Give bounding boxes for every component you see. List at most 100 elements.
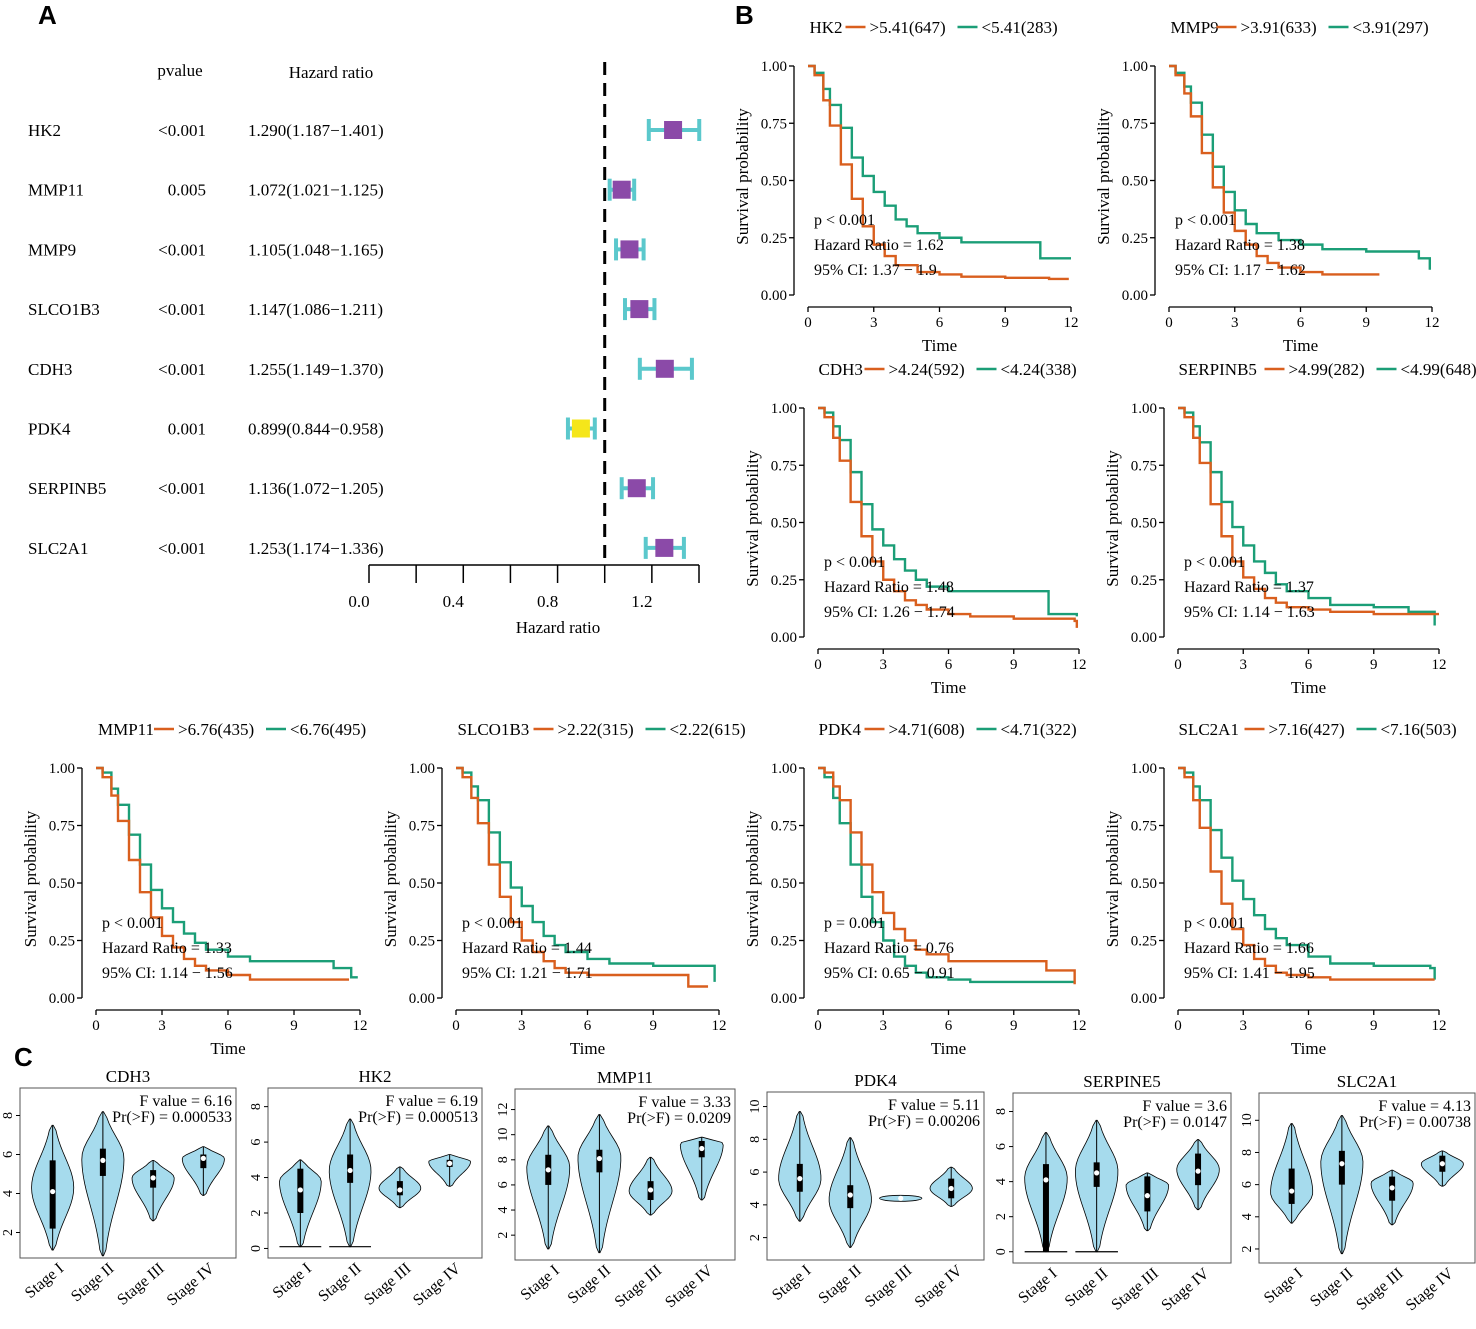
stage-label: Stage III [862,1262,915,1311]
pvalue-text: <0.001 [158,360,206,379]
y-tick-label: 8 [496,1156,511,1163]
hr-ci-text: 1.290(1.187−1.401) [248,121,384,140]
legend-low-label: <2.22(615) [670,720,746,739]
median-point [797,1176,803,1182]
legend-high-label: >4.99(282) [1289,360,1365,379]
y-tick-label: 2 [994,1213,1009,1220]
panel-label-a: A [38,0,57,30]
x-tick-label: 12 [1432,657,1447,673]
y-tick-label: 0.25 [771,573,797,589]
y-tick-label: 0.75 [771,819,797,835]
hr-point [627,479,646,498]
x-tick-label: 0 [452,1018,460,1034]
y-tick-label: 0.75 [1131,458,1157,474]
legend-high-label: >4.71(608) [889,720,965,739]
p-value-text: p < 0.001 [102,915,163,932]
x-tick-label: 0.8 [537,592,558,611]
violin [1370,1169,1414,1226]
violin [1176,1139,1220,1211]
violin [679,1136,724,1201]
low-expression-curve [96,766,358,979]
gene-label: HK2 [28,121,61,140]
legend-high-label: >4.24(592) [889,360,965,379]
legend-gene: MMP9 [1171,18,1219,37]
stage-label: Stage II [1062,1265,1111,1310]
x-tick-label: 6 [945,657,953,673]
x-axis-title: Time [1283,336,1318,355]
y-tick-label: 4 [994,1178,1009,1185]
median-point [1439,1161,1445,1167]
violin-plot-serpine5: SERPINE5 F value = 3.6Pr(>F) = 0.0147 0 2 4 6… [994,1072,1232,1314]
high-expression-curve [96,766,349,981]
median-point [699,1145,705,1152]
hr-ci-text: 1.147(1.086−1.211) [248,300,383,319]
violin [1125,1172,1170,1232]
plot-title: MMP11 [597,1068,653,1087]
y-tick-label: 0.75 [761,116,787,132]
hr-point [664,121,683,139]
y-tick-label: 2 [249,1210,264,1217]
stage-label: Stage IV [1403,1265,1457,1315]
median-point [1094,1170,1100,1176]
f-value-text: F value = 5.11 [888,1097,980,1114]
legend-gene: SLC2A1 [1179,720,1239,739]
x-tick-label: 12 [353,1018,368,1034]
legend-gene: MMP11 [98,720,154,739]
forest-row: HK2 <0.001 1.290(1.187−1.401) [28,119,702,141]
low-expression-curve [808,64,1071,260]
y-tick-label: 0.50 [1131,876,1157,892]
low-expression-curve [456,766,716,982]
x-tick-label: 9 [1010,657,1018,673]
forest-row: CDH3 <0.001 1.255(1.149−1.370) [28,357,694,380]
hr-ci-text: 1.255(1.149−1.370) [248,360,384,379]
pvalue-text: <0.001 [158,479,206,498]
median-point [1043,1177,1049,1183]
x-tick-label: 12 [1072,1018,1087,1034]
y-axis-title: Survival probability [743,450,762,587]
y-tick-label: 0.00 [1122,288,1148,304]
y-tick-label: 0.00 [49,991,75,1007]
legend-gene: SERPINB5 [1179,360,1257,379]
y-tick-label: 4 [1,1190,16,1197]
plot-title: CDH3 [106,1067,150,1086]
iqr-box [1042,1164,1049,1252]
plot-frame [766,1091,985,1261]
violin [778,1111,822,1222]
pvalue-text: <0.001 [158,121,206,140]
y-tick-label: 10 [748,1100,763,1114]
x-tick-label: 0.4 [443,592,465,611]
violin [828,1137,872,1248]
gene-label: SLCO1B3 [28,300,100,319]
high-expression-curve [1169,64,1380,276]
stage-label: Stage II [315,1260,364,1305]
pr-f-text: Pr(>F) = 0.00206 [868,1113,980,1130]
x-tick-label: 0 [1174,657,1182,673]
plot-title: PDK4 [854,1071,897,1090]
stage-label: Stage III [114,1260,167,1309]
violin [1024,1132,1068,1253]
stage-label: Stage IV [410,1260,464,1310]
pvalue-text: 0.005 [168,181,206,200]
y-tick-label: 6 [496,1181,511,1188]
median-point [545,1167,551,1173]
median-point [1144,1193,1150,1199]
violin [1420,1150,1464,1187]
median-point [898,1195,904,1201]
pvalue-text: 0.001 [168,420,206,439]
y-tick-label: 2 [1240,1245,1255,1252]
forest-plot: pvalue Hazard ratio HK2 <0.001 1.290(1.187−1… [28,61,702,637]
iqr-box [1288,1168,1295,1204]
x-tick-label: 6 [1297,315,1305,331]
legend-low-label: <7.16(503) [1381,720,1457,739]
violin [328,1118,372,1248]
y-tick-label: 0 [994,1248,1009,1255]
x-tick-label: 12 [712,1018,727,1034]
x-axis-title: Time [210,1039,245,1058]
km-plot-pdk4: 0.00 0.25 0.50 0.75 1.00 0 3 6 9 12 Time Survival p… [743,720,1087,1058]
legend-high-label: >6.76(435) [178,720,254,739]
plot-frame [1012,1092,1232,1264]
legend-low-label: <4.71(322) [1001,720,1077,739]
median-point [297,1187,303,1193]
hazard-ratio-text: Hazard Ratio = 1.66 [1184,940,1314,957]
low-expression-curve [818,766,1075,984]
